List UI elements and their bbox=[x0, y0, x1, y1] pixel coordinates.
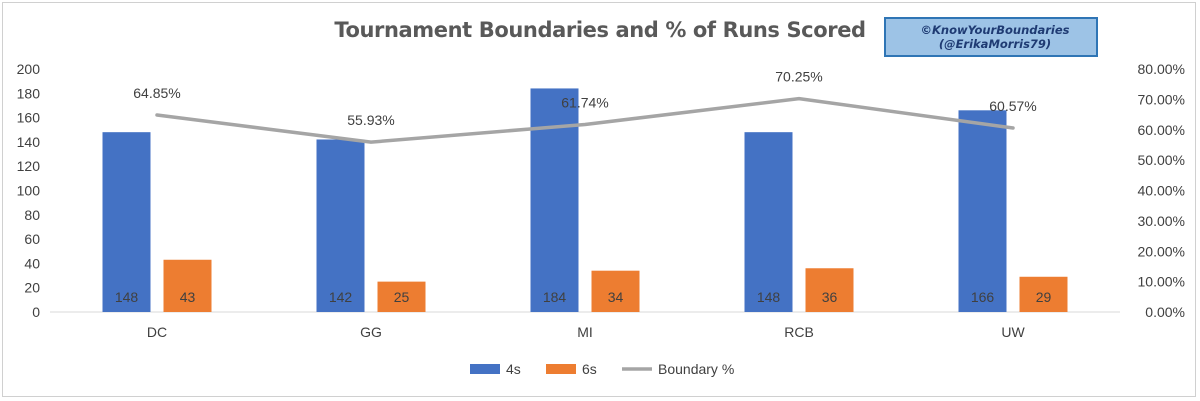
bar-4s-mi bbox=[530, 88, 579, 312]
x-tick-label: UW bbox=[1001, 324, 1025, 340]
legend-label: 6s bbox=[582, 361, 597, 377]
bar-data-label: 43 bbox=[180, 289, 196, 305]
y-left-tick-label: 80 bbox=[24, 207, 40, 223]
watermark-box: ©KnowYourBoundaries (@ErikaMorris79) bbox=[884, 17, 1098, 57]
y-left-tick-label: 0 bbox=[32, 304, 40, 320]
y-left-tick-label: 140 bbox=[17, 134, 41, 150]
bar-4s-uw bbox=[958, 110, 1007, 312]
y-left-tick-label: 100 bbox=[17, 183, 41, 199]
x-tick-label: MI bbox=[577, 324, 593, 340]
line-data-label: 60.57% bbox=[989, 98, 1036, 114]
chart-title: Tournament Boundaries and % of Runs Scor… bbox=[334, 18, 866, 42]
bar-6s-uw bbox=[1019, 276, 1068, 312]
y-left-tick-label: 180 bbox=[17, 85, 41, 101]
x-tick-label: GG bbox=[360, 324, 382, 340]
y-left-tick-label: 60 bbox=[24, 231, 40, 247]
y-right-tick-label: 0.00% bbox=[1145, 304, 1185, 320]
line-boundary-pct bbox=[155, 96, 1015, 144]
y-right-tick-label: 20.00% bbox=[1138, 243, 1185, 259]
bar-4s-dc bbox=[102, 132, 151, 312]
y-left-tick-label: 200 bbox=[17, 61, 41, 77]
legend-swatch-6s bbox=[546, 364, 576, 374]
bar-data-label: 148 bbox=[115, 289, 139, 305]
bar-6s-rcb bbox=[805, 268, 854, 312]
bar-6s-mi bbox=[591, 270, 640, 312]
y-right-tick-label: 10.00% bbox=[1138, 274, 1185, 290]
y-right-tick-label: 40.00% bbox=[1138, 183, 1185, 199]
legend-swatch-4s bbox=[470, 364, 500, 374]
y-left-tick-label: 40 bbox=[24, 255, 40, 271]
bar-data-label: 184 bbox=[543, 289, 567, 305]
bar-data-label: 25 bbox=[394, 289, 410, 305]
y-left-tick-label: 20 bbox=[24, 280, 40, 296]
y-right-tick-label: 80.00% bbox=[1138, 61, 1185, 77]
bar-data-label: 148 bbox=[757, 289, 781, 305]
bar-4s-gg bbox=[316, 139, 365, 312]
y-right-tick-label: 60.00% bbox=[1138, 122, 1185, 138]
bar-6s-dc bbox=[163, 259, 212, 312]
line-data-label: 61.74% bbox=[561, 94, 608, 110]
y-left-tick-label: 120 bbox=[17, 158, 41, 174]
y-right-tick-label: 30.00% bbox=[1138, 213, 1185, 229]
line-data-label: 70.25% bbox=[775, 69, 822, 85]
line-data-label: 64.85% bbox=[133, 85, 180, 101]
bar-data-label: 29 bbox=[1036, 289, 1052, 305]
x-tick-label: DC bbox=[147, 324, 167, 340]
line-data-label: 55.93% bbox=[347, 112, 394, 128]
legend-label: Boundary % bbox=[658, 361, 734, 377]
y-left-tick-label: 160 bbox=[17, 110, 41, 126]
bar-4s-rcb bbox=[744, 132, 793, 312]
bar-data-label: 36 bbox=[822, 289, 838, 305]
bar-data-label: 142 bbox=[329, 289, 353, 305]
bar-data-label: 166 bbox=[971, 289, 995, 305]
x-tick-label: RCB bbox=[784, 324, 814, 340]
y-right-tick-label: 50.00% bbox=[1138, 152, 1185, 168]
bar-6s-gg bbox=[377, 281, 426, 312]
legend-label: 4s bbox=[506, 361, 521, 377]
watermark-handle: ©KnowYourBoundaries bbox=[920, 23, 1070, 37]
y-right-tick-label: 70.00% bbox=[1138, 91, 1185, 107]
bar-data-label: 34 bbox=[608, 289, 624, 305]
watermark-twitter: (@ErikaMorris79) bbox=[938, 37, 1052, 51]
